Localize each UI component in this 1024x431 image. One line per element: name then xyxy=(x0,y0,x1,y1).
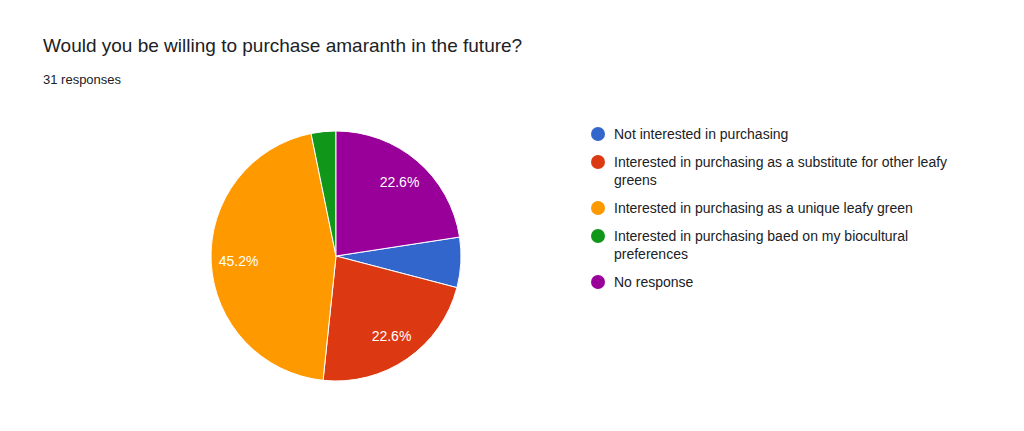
pie-slice xyxy=(211,134,336,381)
pie xyxy=(211,131,461,381)
subtitle: 31 responses xyxy=(43,72,122,87)
legend-label: Interested in purchasing as a substitute… xyxy=(614,154,947,188)
pie-slice xyxy=(336,131,460,256)
legend-line: preferences xyxy=(614,246,688,262)
legend-swatch xyxy=(591,155,605,169)
pie-slice xyxy=(323,256,457,381)
data-label: 22.6% xyxy=(372,328,412,344)
legend-line: Interested in purchasing baed on my bioc… xyxy=(614,228,908,244)
legend-label: Not interested in purchasing xyxy=(614,126,788,142)
legend: Not interested in purchasing Interested i… xyxy=(591,126,947,290)
legend-line: Not interested in purchasing xyxy=(614,126,788,142)
legend-swatch xyxy=(591,275,605,289)
data-label: 45.2% xyxy=(219,253,259,269)
chart: Would you be willing to purchase amarant… xyxy=(0,0,1024,431)
legend-line: greens xyxy=(614,172,657,188)
legend-label: No response xyxy=(614,274,694,290)
legend-line: Interested in purchasing as a substitute… xyxy=(614,154,947,170)
legend-swatch xyxy=(591,201,605,215)
data-label: 22.6% xyxy=(380,174,420,190)
legend-line: No response xyxy=(614,274,694,290)
pie-slice xyxy=(311,131,336,256)
title: Would you be willing to purchase amarant… xyxy=(43,35,522,56)
legend-swatch xyxy=(591,229,605,243)
legend-label: Interested in purchasing as a unique lea… xyxy=(614,200,913,216)
legend-swatch xyxy=(591,127,605,141)
legend-label: Interested in purchasing baed on my bioc… xyxy=(614,228,908,262)
legend-line: Interested in purchasing as a unique lea… xyxy=(614,200,913,216)
